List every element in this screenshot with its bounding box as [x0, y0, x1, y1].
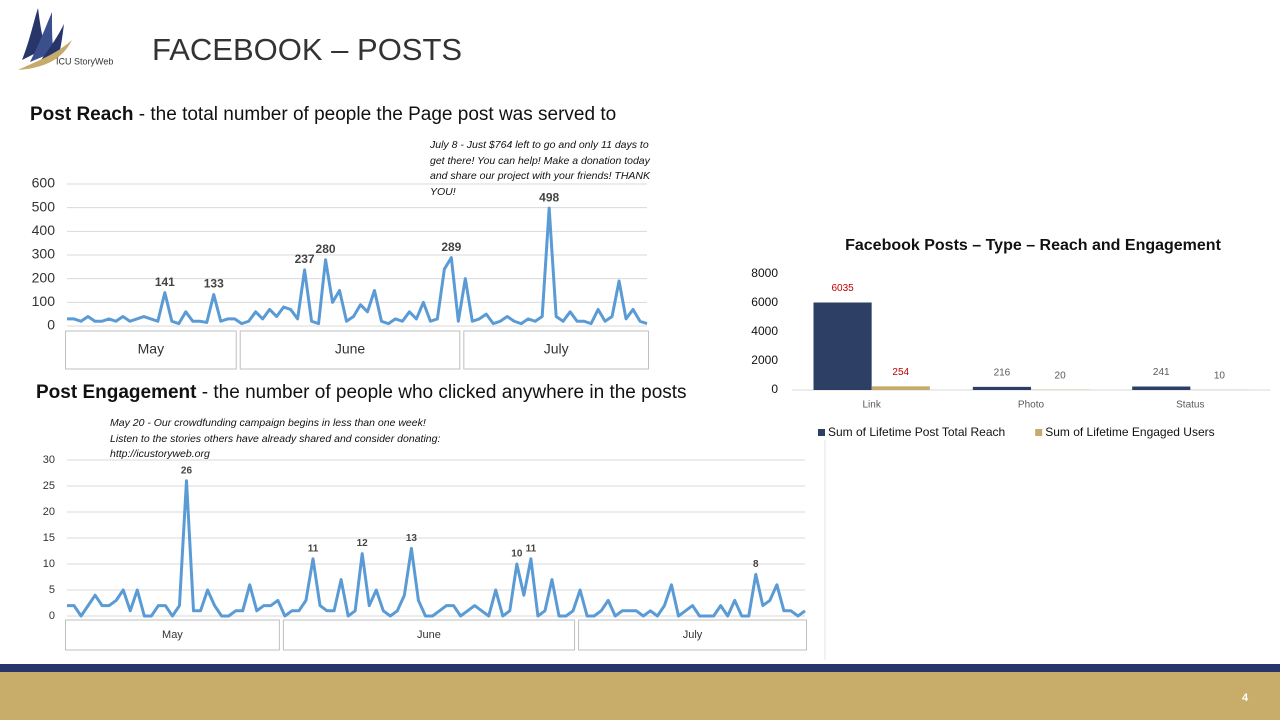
y-tick-label: 25	[43, 480, 55, 492]
legend-swatch	[818, 429, 825, 436]
page-number: 4	[1242, 692, 1249, 704]
footer-band	[0, 664, 1280, 672]
y-tick-label: 200	[32, 269, 56, 285]
x-group-box	[578, 619, 808, 651]
data-label: 241	[1153, 367, 1170, 378]
annotation-box: May 20 - Our crowdfunding campaign begin…	[110, 416, 450, 463]
data-label: 141	[155, 275, 175, 289]
y-tick-label: 10	[43, 558, 55, 570]
chart-heading-box: Post Reach - the total number of people …	[30, 104, 730, 126]
x-group-box	[463, 330, 649, 370]
annotation-box: July 8 - Just $764 left to go and only 1…	[430, 138, 660, 200]
logo: ICU StoryWeb	[18, 8, 113, 70]
y-tick-label: 20	[43, 506, 55, 518]
data-label: 13	[406, 533, 418, 544]
y-tick-label: 4000	[751, 324, 778, 338]
chart-heading-box: Post Engagement - the number of people w…	[36, 382, 796, 404]
x-group-box	[239, 330, 461, 370]
x-group-label: May	[162, 629, 183, 641]
y-tick-label: 600	[32, 175, 56, 191]
heading-description: - the total number of people the Page po…	[138, 104, 617, 125]
y-tick-label: 0	[771, 382, 778, 396]
x-group-label: July	[683, 629, 703, 641]
data-label: 280	[316, 242, 336, 256]
x-tick-label: Photo	[1018, 400, 1045, 411]
data-label: 237	[295, 252, 315, 266]
y-tick-label: 8000	[751, 266, 778, 280]
y-tick-label: 100	[32, 293, 56, 309]
legend-label: Sum of Lifetime Post Total Reach	[828, 425, 1005, 439]
y-tick-label: 0	[47, 317, 55, 333]
bar	[972, 386, 1031, 390]
bar	[871, 386, 930, 390]
legend-swatch	[1035, 429, 1043, 436]
data-label: 254	[892, 367, 909, 378]
data-label: 289	[441, 240, 461, 254]
x-group-box	[65, 330, 237, 370]
heading-description: - the number of people who clicked anywh…	[201, 382, 687, 403]
y-tick-label: 500	[32, 198, 56, 214]
data-label: 26	[181, 465, 193, 476]
data-label: 20	[1055, 370, 1067, 381]
x-tick-label: Link	[862, 400, 881, 411]
annotation: May 20 - Our crowdfunding campaign begin…	[110, 416, 450, 463]
y-tick-label: 30	[43, 454, 55, 466]
data-label: 6035	[831, 283, 854, 294]
legend-label: Sum of Lifetime Engaged Users	[1045, 425, 1214, 439]
data-label: 11	[308, 543, 319, 554]
x-group-label: June	[417, 629, 441, 641]
y-tick-label: 0	[49, 610, 55, 622]
data-label: 12	[357, 538, 369, 549]
slide-title: FACEBOOK – POSTS	[152, 32, 462, 67]
logo-text: ICU StoryWeb	[56, 56, 113, 66]
y-tick-label: 15	[43, 532, 55, 544]
bar	[813, 302, 872, 390]
annotation-text: July 8 - Just $764 left to go and only 1…	[430, 139, 651, 198]
y-tick-label: 6000	[751, 295, 778, 309]
chart-heading: Post Engagement - the number of people w…	[36, 382, 796, 404]
data-label: 216	[994, 368, 1011, 379]
chart-title: Facebook Posts – Type – Reach and Engage…	[845, 237, 1221, 254]
data-label: 11	[526, 543, 537, 554]
data-label: 10	[511, 549, 523, 560]
chart-heading: Post Reach - the total number of people …	[30, 104, 730, 126]
y-tick-label: 300	[32, 246, 56, 262]
x-group-label: June	[335, 341, 366, 357]
bar	[1132, 386, 1191, 390]
x-group-label: May	[138, 341, 164, 357]
y-tick-label: 2000	[751, 353, 778, 367]
y-tick-label: 400	[32, 222, 56, 238]
heading-title: Post Reach	[30, 104, 134, 125]
line	[67, 479, 806, 618]
data-label: 498	[539, 190, 559, 204]
data-label: 8	[753, 559, 759, 570]
x-group-box	[64, 619, 280, 651]
annotation-text: May 20 - Our crowdfunding campaign begin…	[110, 417, 441, 460]
x-group-label: July	[544, 341, 569, 357]
data-label: 10	[1214, 370, 1226, 381]
x-group-box	[282, 619, 576, 651]
annotation: July 8 - Just $764 left to go and only 1…	[430, 138, 660, 200]
x-tick-label: Status	[1176, 400, 1204, 411]
data-label: 133	[204, 277, 224, 291]
line	[67, 206, 648, 326]
heading-title: Post Engagement	[36, 382, 197, 403]
footer	[0, 672, 1280, 720]
y-tick-label: 5	[49, 584, 55, 596]
